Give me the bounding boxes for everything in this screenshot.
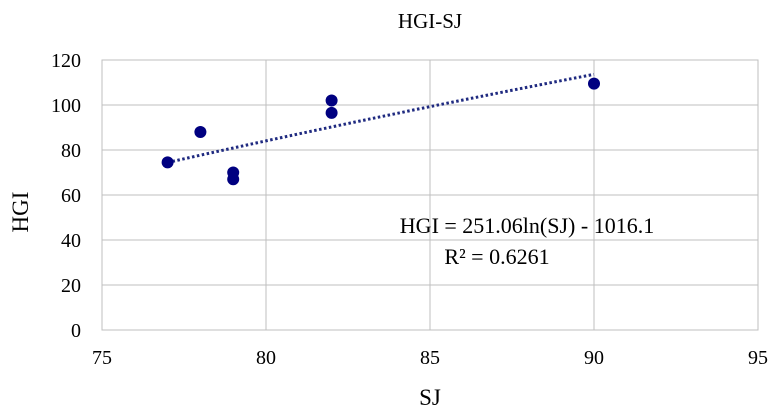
data-point [325, 106, 338, 119]
x-tick-label: 85 [420, 347, 440, 369]
data-point [194, 126, 207, 138]
data-point [227, 173, 240, 186]
y-tick-label: 100 [51, 95, 81, 117]
y-tick-label: 20 [61, 275, 81, 297]
data-point [161, 156, 174, 169]
chart-title: HGI-SJ [398, 9, 462, 33]
y-tick-label: 0 [71, 320, 81, 342]
trendline-equation: HGI = 251.06ln(SJ) - 1016.1 [400, 213, 654, 238]
x-tick-label: 75 [92, 347, 112, 369]
y-axis-ticks: 0 20 40 60 80 100 120 [51, 50, 81, 342]
y-tick-label: 80 [61, 140, 81, 162]
data-point [588, 77, 600, 90]
trendline [167, 72, 595, 164]
y-tick-label: 40 [61, 230, 81, 252]
data-points [161, 77, 600, 186]
x-axis-label: SJ [419, 385, 441, 410]
data-point [325, 94, 338, 107]
x-tick-label: 90 [584, 347, 604, 369]
y-tick-label: 60 [61, 185, 81, 207]
y-tick-label: 120 [51, 50, 81, 72]
grid-lines [101, 59, 759, 331]
x-tick-label: 95 [748, 347, 768, 369]
x-tick-label: 80 [256, 347, 276, 369]
plot-area-border [101, 59, 759, 331]
r-squared-label: R² = 0.6261 [444, 244, 549, 269]
y-axis-label: HGI [8, 192, 33, 233]
x-axis-ticks: 75 80 85 90 95 [92, 347, 768, 369]
